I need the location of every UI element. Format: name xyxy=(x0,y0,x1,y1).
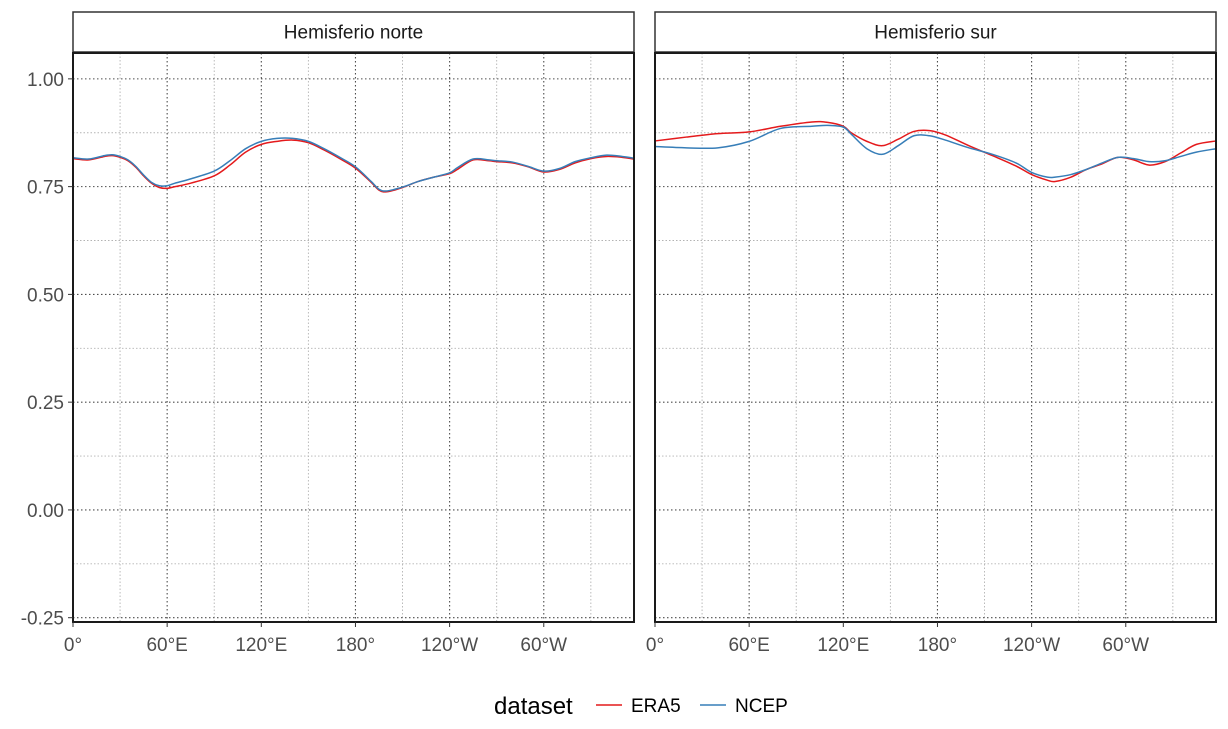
x-tick-label: 60°E xyxy=(728,635,769,656)
y-tick-label: 1.00 xyxy=(27,70,64,91)
panel-hemisferio-sur: Hemisferio sur 0° 60°E 120°E 180° 120°W 60°W xyxy=(646,11,1217,656)
y-tick-label: 0.50 xyxy=(27,285,64,306)
series-line-ncep xyxy=(72,137,635,192)
x-tick-label: 120°E xyxy=(235,635,287,656)
panel-border xyxy=(72,52,635,623)
legend-title: dataset xyxy=(494,693,573,720)
x-tick-label: 120°W xyxy=(1003,635,1060,656)
x-axis-ticks: 0° 60°E 120°E 180° 120°W 60°W xyxy=(64,622,567,656)
y-tick-label: 0.25 xyxy=(27,393,64,414)
legend-label-era5: ERA5 xyxy=(631,696,681,717)
panel-title: Hemisferio norte xyxy=(284,23,423,44)
x-tick-label: 180° xyxy=(336,635,375,656)
y-tick-label: 0.00 xyxy=(27,501,64,522)
x-tick-label: 60°W xyxy=(520,635,567,656)
x-axis-ticks: 0° 60°E 120°E 180° 120°W 60°W xyxy=(646,622,1149,656)
legend: dataset ERA5 NCEP xyxy=(494,693,788,720)
panel-grid xyxy=(654,53,1216,622)
y-tick-label: 0.75 xyxy=(27,178,64,199)
series-line-ncep xyxy=(654,124,1217,179)
panel-strip xyxy=(72,11,635,53)
panel-grid xyxy=(72,53,634,622)
legend-label-ncep: NCEP xyxy=(735,696,788,717)
panel-border xyxy=(654,52,1217,623)
x-tick-label: 180° xyxy=(918,635,957,656)
x-tick-label: 60°E xyxy=(146,635,187,656)
x-tick-label: 120°E xyxy=(817,635,869,656)
panel-series xyxy=(654,120,1217,183)
x-tick-label: 60°W xyxy=(1102,635,1149,656)
x-tick-label: 0° xyxy=(64,635,82,656)
panel-title: Hemisferio sur xyxy=(874,23,997,44)
x-tick-label: 120°W xyxy=(421,635,478,656)
panel-strip xyxy=(654,11,1217,53)
x-tick-label: 0° xyxy=(646,635,664,656)
panel-series xyxy=(72,137,635,193)
y-tick-label: -0.25 xyxy=(21,609,64,630)
y-axis-ticks: -0.25 0.00 0.25 0.50 0.75 1.00 xyxy=(21,70,73,630)
series-line-era5 xyxy=(654,120,1217,183)
panel-hemisferio-norte: Hemisferio norte 0° 60°E 120°E 180° 120°W 60°… xyxy=(64,11,635,656)
